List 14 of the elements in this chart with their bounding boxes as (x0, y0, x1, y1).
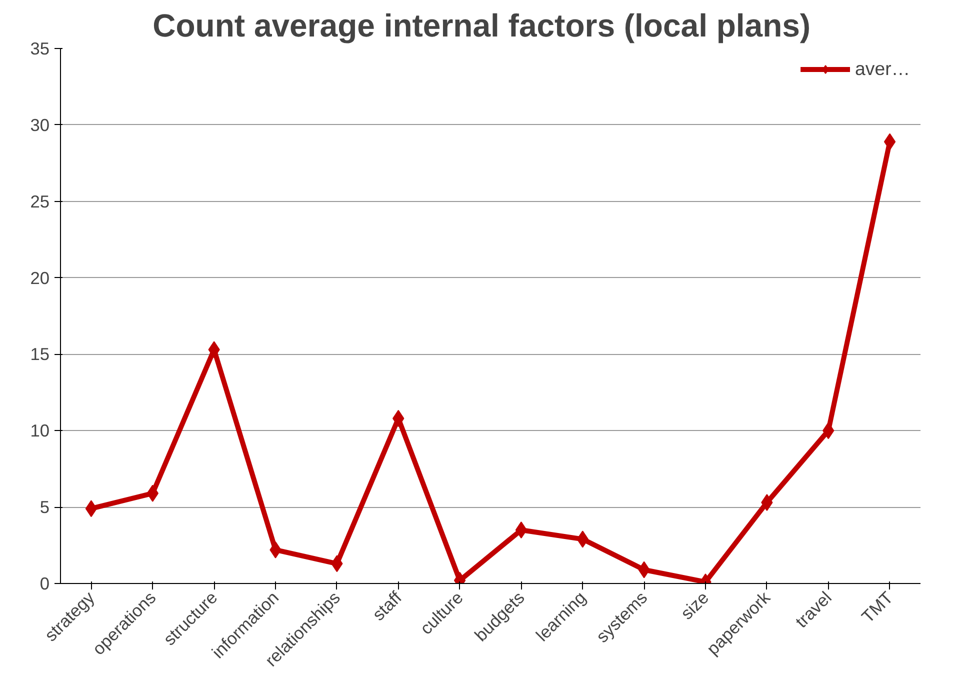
y-tick-label: 25 (30, 191, 50, 212)
point (85, 500, 98, 518)
y-tick-label: 20 (30, 268, 50, 288)
y-tick-label: 15 (30, 344, 50, 364)
legend-label: aver… (855, 58, 910, 80)
y-tick-label: 35 (30, 38, 50, 58)
y-tick-label: 30 (30, 114, 50, 135)
x-tick-label: size (676, 587, 713, 624)
chart-title: Count average internal factors (local plans) (152, 8, 811, 44)
y-tick-label: 0 (40, 574, 50, 594)
point (515, 522, 528, 538)
point (884, 133, 896, 150)
y-tick-label: 10 (30, 420, 50, 441)
y-tick-label: 5 (40, 497, 50, 518)
